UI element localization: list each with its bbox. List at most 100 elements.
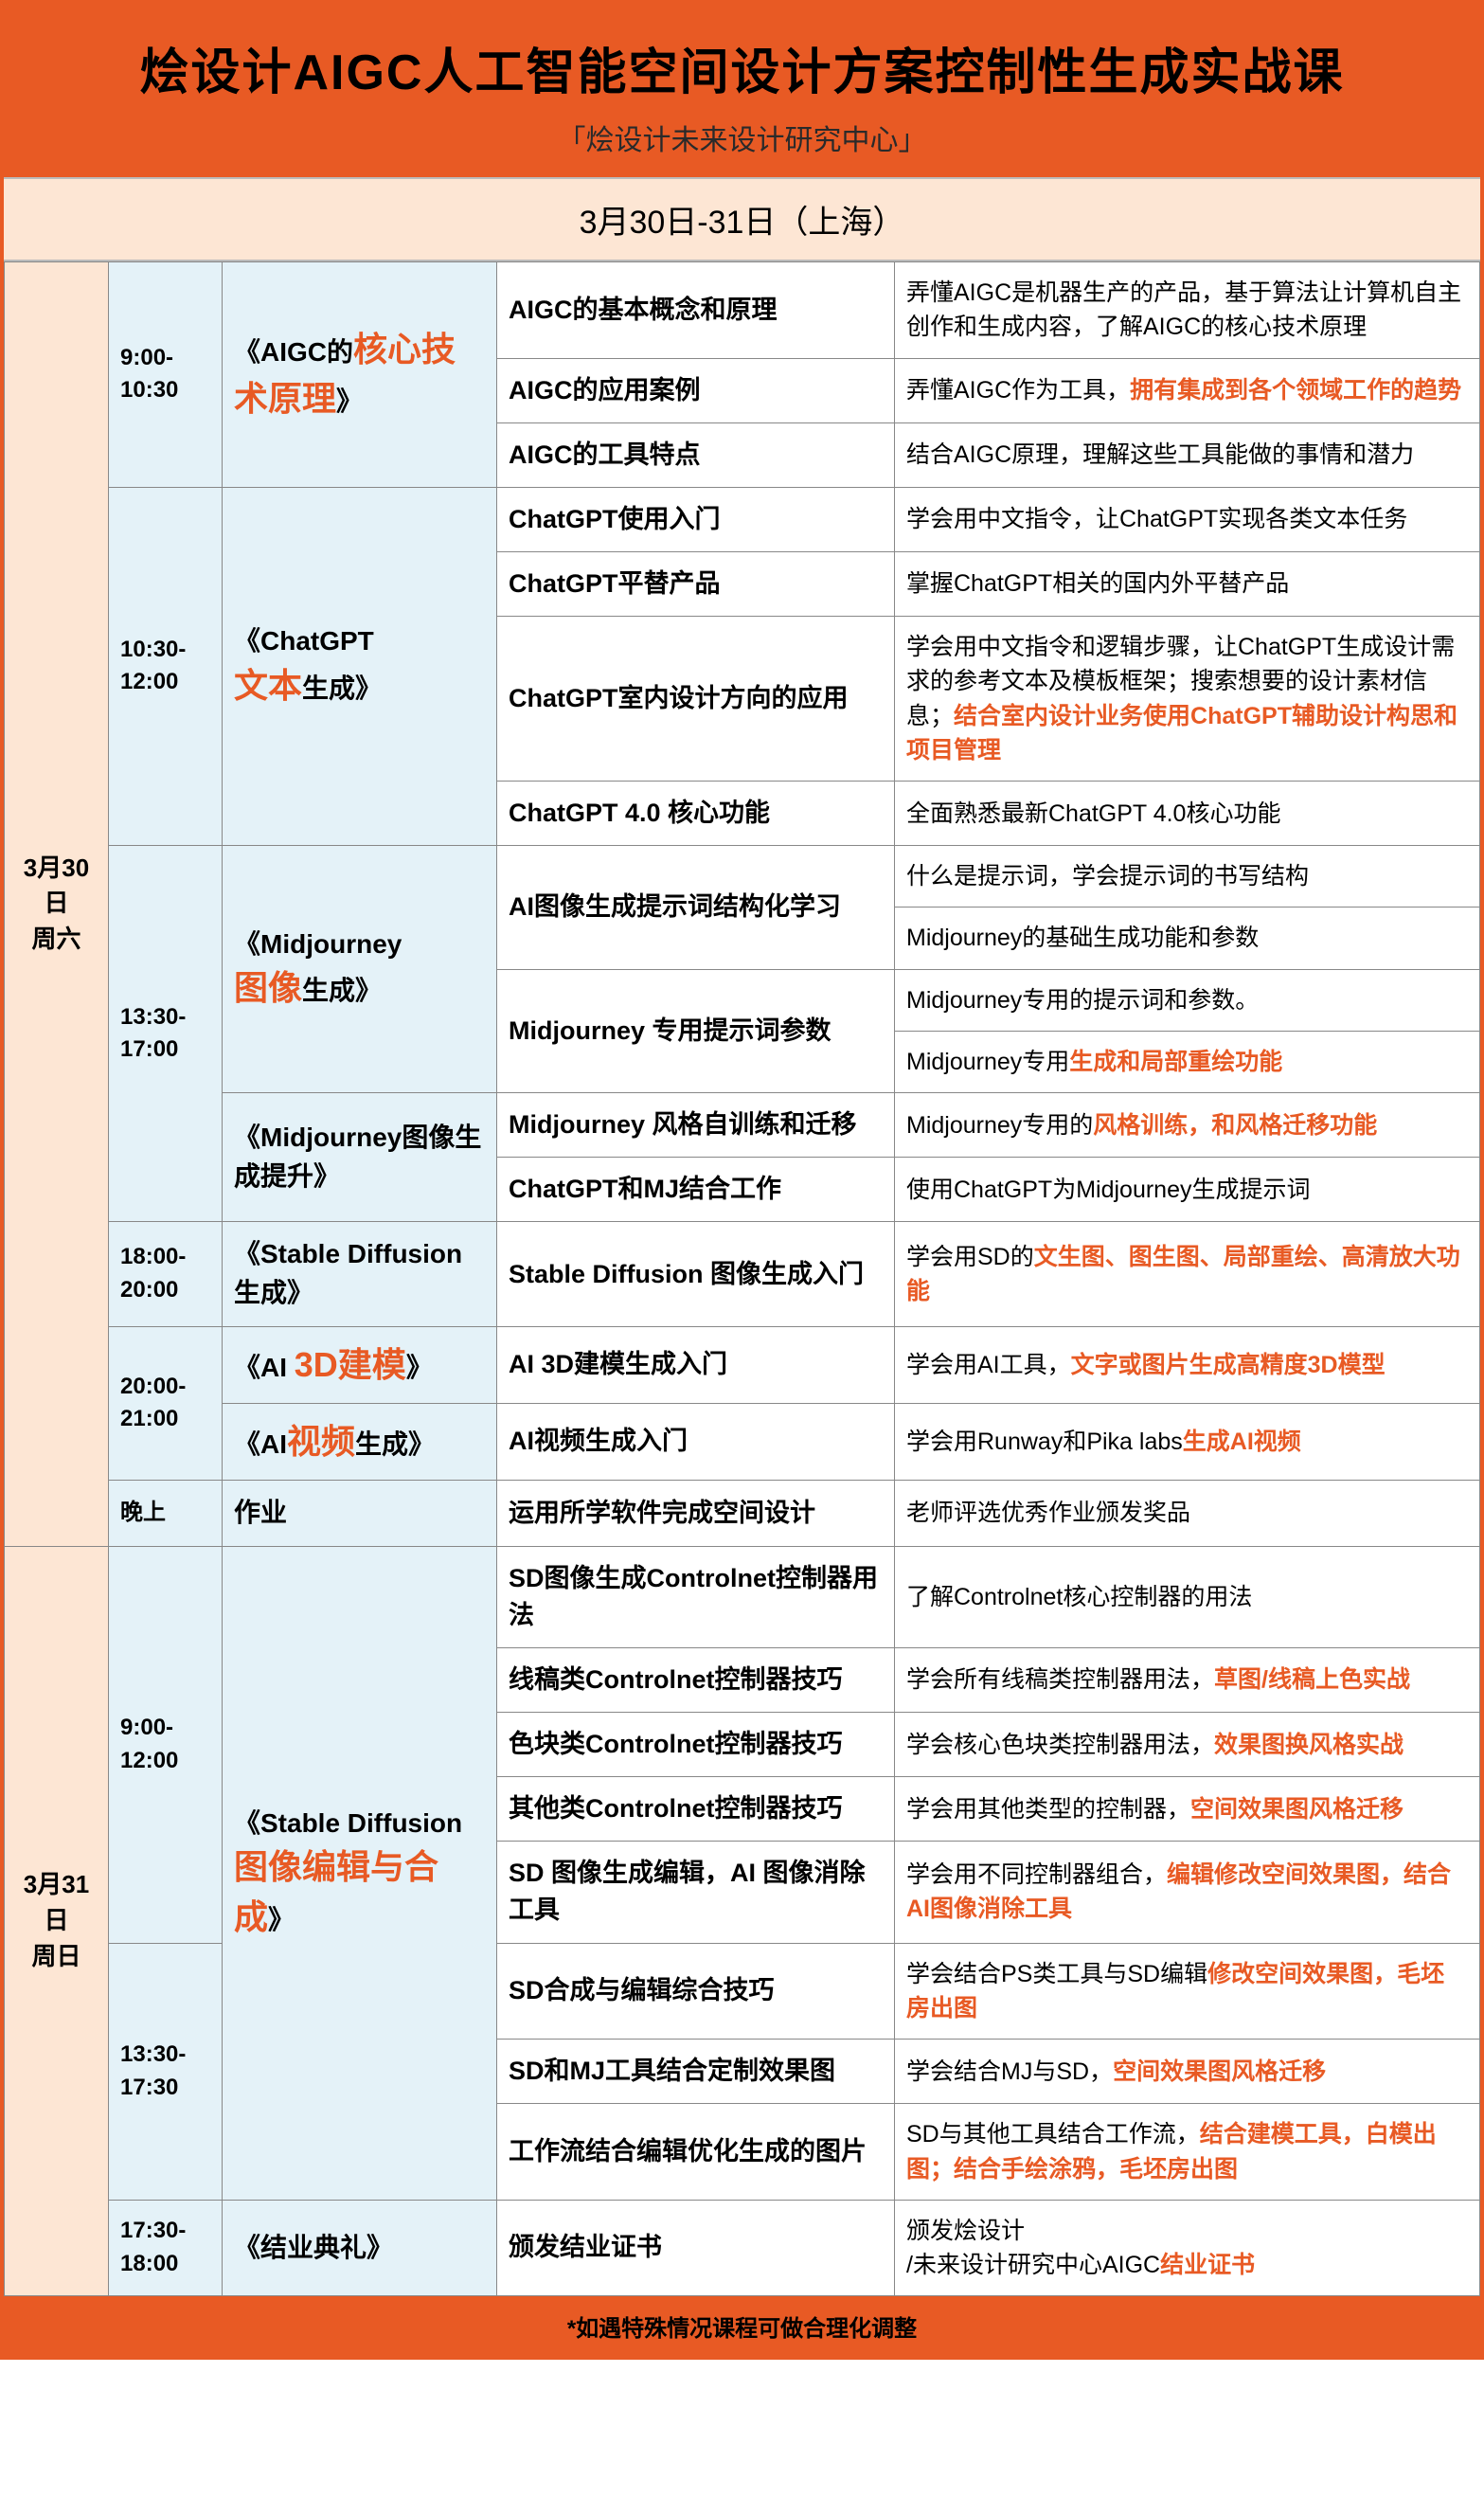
desc-cell: SD与其他工具结合工作流，结合建模工具，白模出图；结合手绘涂鸦，毛坯房出图 [895, 2104, 1480, 2201]
desc-cell: 学会核心色块类控制器用法，效果图换风格实战 [895, 1713, 1480, 1777]
time-cell: 17:30-18:00 [109, 2200, 223, 2296]
desc-text: 学会用Runway和Pika labs [906, 1429, 1183, 1455]
topic-highlight: 视频 [287, 1422, 355, 1461]
desc-text: 学会结合MJ与SD， [906, 2058, 1113, 2085]
topic-highlight: 图像 [234, 968, 302, 1007]
topic-pre: 《ChatGPT [234, 626, 374, 656]
topic-cell: 《AI视频生成》 [223, 1403, 497, 1480]
time-cell: 13:30-17:00 [109, 846, 223, 1222]
topic-cell: 《Stable Diffusion生成》 [223, 1222, 497, 1326]
time-cell: 10:30-12:00 [109, 487, 223, 845]
subtopic-cell: SD合成与编辑综合技巧 [497, 1943, 895, 2040]
desc-highlight: 结合室内设计业务使用ChatGPT辅助设计构思和项目管理 [906, 703, 1457, 764]
desc-cell: 弄懂AIGC是机器生产的产品，基于算法让计算机自主创作和生成内容，了解AIGC的… [895, 262, 1480, 359]
subtopic-cell: AIGC的应用案例 [497, 358, 895, 422]
day-weekday: 周日 [31, 1942, 80, 1970]
desc-highlight: 风格训练，和风格迁移功能 [1093, 1112, 1377, 1139]
topic-pre: 《Stable Diffusion [234, 1808, 462, 1838]
desc-cell: 学会结合PS类工具与SD编辑修改空间效果图，毛坯房出图 [895, 1943, 1480, 2040]
desc-cell: Midjourney的基础生成功能和参数 [895, 908, 1480, 969]
table-row: 《Midjourney图像生成提升》 Midjourney 风格自训练和迁移 M… [5, 1093, 1480, 1158]
schedule-table: 3月30日 周六 9:00-10:30 《AIGC的核心技术原理》 AIGC的基… [4, 261, 1480, 2296]
desc-cell: 学会用SD的文生图、图生图、局部重绘、高清放大功能 [895, 1222, 1480, 1326]
desc-text: 学会所有线稿类控制器用法， [906, 1666, 1214, 1693]
topic-post: 生成》 [302, 976, 382, 1005]
schedule-container: 烩设计AIGC人工智能空间设计方案控制性生成实战课 「烩设计未来设计研究中心」 … [0, 0, 1484, 2360]
time-cell: 晚上 [109, 1481, 223, 1547]
topic-post: 》 [406, 1353, 433, 1382]
desc-highlight: 草图/线稿上色实战 [1214, 1666, 1410, 1693]
topic-pre: 《AI [234, 1353, 295, 1382]
desc-highlight: 空间效果图风格迁移 [1190, 1796, 1404, 1823]
desc-cell: 颁发烩设计/未来设计研究中心AIGC结业证书 [895, 2200, 1480, 2296]
desc-text: 学会用不同控制器组合， [906, 1861, 1167, 1888]
topic-cell: 《AIGC的核心技术原理》 [223, 262, 497, 488]
subtopic-cell: SD和MJ工具结合定制效果图 [497, 2040, 895, 2104]
topic-post: 生成》 [302, 674, 382, 703]
desc-cell: 学会用中文指令，让ChatGPT实现各类文本任务 [895, 487, 1480, 551]
topic-highlight: 文本 [234, 666, 302, 705]
desc-cell: Midjourney专用的风格训练，和风格迁移功能 [895, 1093, 1480, 1158]
table-row: 《AI视频生成》 AI视频生成入门 学会用Runway和Pika labs生成A… [5, 1403, 1480, 1480]
desc-highlight: 效果图换风格实战 [1214, 1732, 1404, 1758]
topic-post: 》 [336, 386, 363, 416]
subtopic-cell: ChatGPT使用入门 [497, 487, 895, 551]
time-cell: 9:00-12:00 [109, 1546, 223, 1943]
topic-highlight: 图像编辑与合成 [234, 1847, 438, 1935]
desc-text: Midjourney专用的 [906, 1112, 1093, 1139]
table-row: 3月31日 周日 9:00-12:00 《Stable Diffusion图像编… [5, 1546, 1480, 1647]
time-cell: 13:30-17:30 [109, 1943, 223, 2200]
desc-cell: 什么是提示词，学会提示词的书写结构 [895, 846, 1480, 908]
subtopic-cell: SD图像生成Controlnet控制器用法 [497, 1546, 895, 1647]
desc-highlight: 拥有集成到各个领域工作的趋势 [1130, 377, 1461, 404]
topic-cell: 《Midjourney图像生成提升》 [223, 1093, 497, 1222]
subtopic-cell: AIGC的基本概念和原理 [497, 262, 895, 359]
desc-cell: 学会用中文指令和逻辑步骤，让ChatGPT生成设计需求的参考文本及模板框架；搜索… [895, 617, 1480, 782]
course-subtitle: 「烩设计未来设计研究中心」 [23, 117, 1461, 158]
desc-cell: 学会用Runway和Pika labs生成AI视频 [895, 1403, 1480, 1480]
day-date: 3月30日 [24, 854, 89, 918]
topic-pre: 《Midjourney [234, 929, 402, 959]
subtopic-cell: SD 图像生成编辑，AI 图像消除工具 [497, 1842, 895, 1943]
subtopic-cell: AI 3D建模生成入门 [497, 1326, 895, 1403]
subtopic-cell: AI图像生成提示词结构化学习 [497, 846, 895, 970]
table-row: 20:00-21:00 《AI 3D建模》 AI 3D建模生成入门 学会用AI工… [5, 1326, 1480, 1403]
topic-post: 生成》 [355, 1429, 435, 1459]
topic-pre: 《AIGC的 [234, 337, 353, 367]
subtopic-cell: 运用所学软件完成空间设计 [497, 1481, 895, 1547]
topic-highlight: 3D建模 [295, 1345, 406, 1384]
desc-cell: 使用ChatGPT为Midjourney生成提示词 [895, 1158, 1480, 1222]
topic-cell: 《结业典礼》 [223, 2200, 497, 2296]
subtopic-cell: 色块类Controlnet控制器技巧 [497, 1713, 895, 1777]
header: 烩设计AIGC人工智能空间设计方案控制性生成实战课 「烩设计未来设计研究中心」 [4, 4, 1480, 177]
table-row: 18:00-20:00 《Stable Diffusion生成》 Stable … [5, 1222, 1480, 1326]
desc-text: SD与其他工具结合工作流， [906, 2121, 1200, 2148]
desc-highlight: 生成和局部重绘功能 [1069, 1049, 1282, 1075]
desc-text: 学会结合PS类工具与SD编辑 [906, 1961, 1207, 1987]
table-row: 晚上 作业 运用所学软件完成空间设计 老师评选优秀作业颁发奖品 [5, 1481, 1480, 1547]
desc-text: Midjourney专用 [906, 1049, 1069, 1075]
desc-cell: 学会用不同控制器组合，编辑修改空间效果图，结合AI图像消除工具 [895, 1842, 1480, 1943]
day-weekday: 周六 [31, 925, 80, 953]
desc-text: 颁发烩设计 [906, 2218, 1025, 2244]
date-location: 3月30日-31日（上海） [4, 177, 1480, 261]
subtopic-cell: ChatGPT 4.0 核心功能 [497, 782, 895, 846]
desc-cell: Midjourney专用生成和局部重绘功能 [895, 1031, 1480, 1092]
desc-cell: 学会所有线稿类控制器用法，草图/线稿上色实战 [895, 1647, 1480, 1712]
time-cell: 20:00-21:00 [109, 1326, 223, 1480]
desc-text: 学会用SD的 [906, 1244, 1034, 1270]
desc-cell: 学会结合MJ与SD，空间效果图风格迁移 [895, 2040, 1480, 2104]
desc-cell: 全面熟悉最新ChatGPT 4.0核心功能 [895, 782, 1480, 846]
subtopic-cell: 颁发结业证书 [497, 2200, 895, 2296]
desc-highlight: 文字或图片生成高精度3D模型 [1071, 1352, 1386, 1378]
subtopic-cell: 工作流结合编辑优化生成的图片 [497, 2104, 895, 2201]
desc-cell: 学会用AI工具，文字或图片生成高精度3D模型 [895, 1326, 1480, 1403]
day-cell: 3月30日 周六 [5, 262, 109, 1547]
subtopic-cell: ChatGPT平替产品 [497, 551, 895, 616]
table-row: 3月30日 周六 9:00-10:30 《AIGC的核心技术原理》 AIGC的基… [5, 262, 1480, 359]
desc-text: /未来设计研究中心AIGC [906, 2252, 1160, 2278]
footer-note: *如遇特殊情况课程可做合理化调整 [4, 2296, 1480, 2356]
desc-cell: 老师评选优秀作业颁发奖品 [895, 1481, 1480, 1547]
topic-cell: 作业 [223, 1481, 497, 1547]
desc-cell: 结合AIGC原理，理解这些工具能做的事情和潜力 [895, 422, 1480, 487]
